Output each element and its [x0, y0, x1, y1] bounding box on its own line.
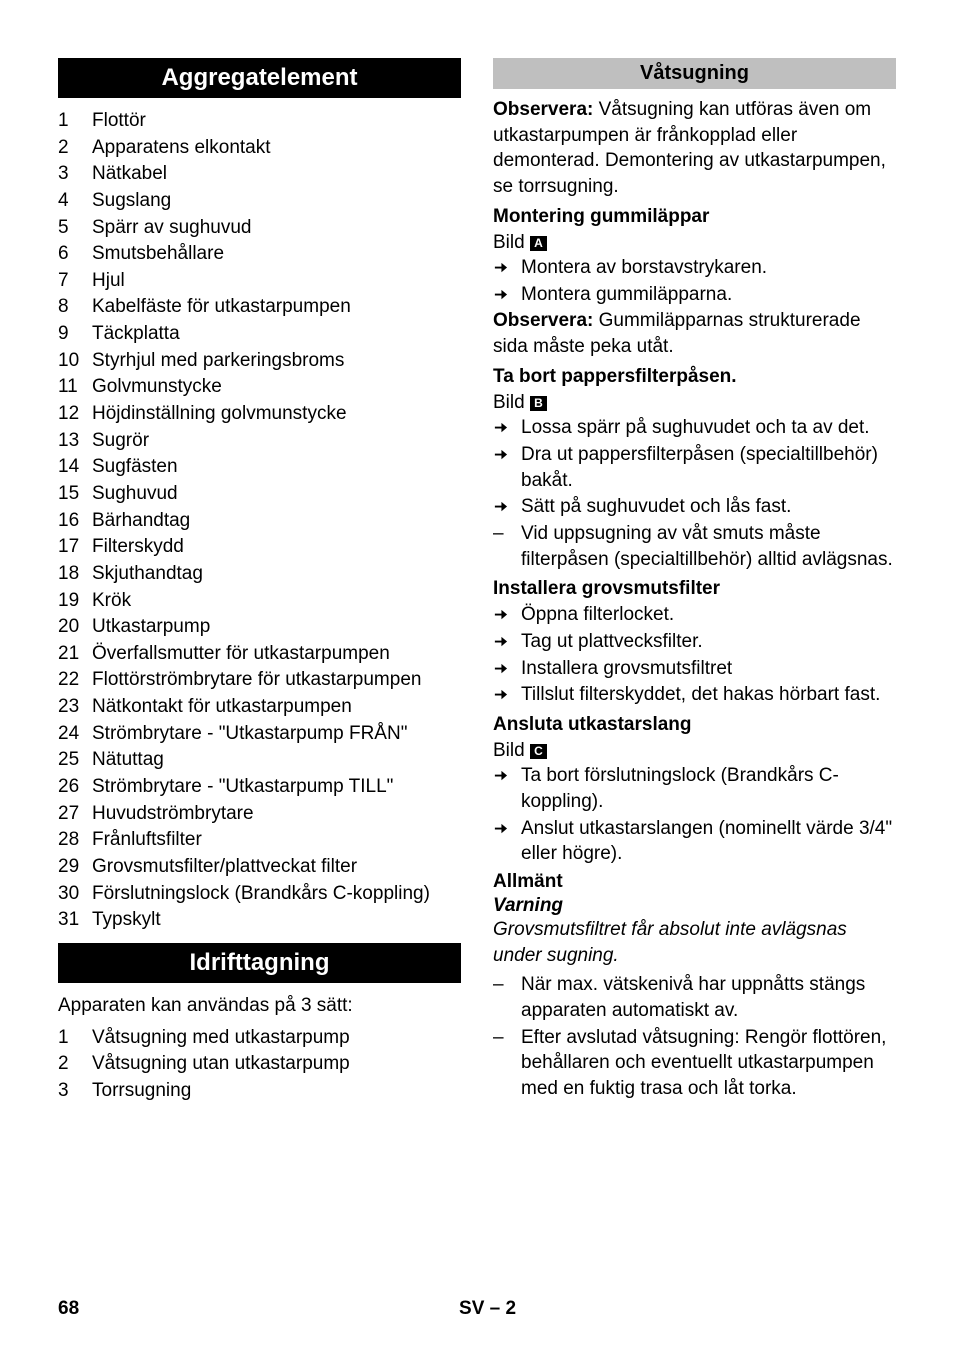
list-item: 3Torrsugning [58, 1078, 461, 1104]
observe-2: Observera: Gummiläpparnas strukturerade … [493, 308, 896, 359]
heading-install: Installera grovsmutsfilter [493, 578, 896, 600]
list-item: 21Överfallsmutter för utkastarpumpen [58, 641, 461, 667]
list-item: 1Flottör [58, 108, 461, 134]
arrow-icon [493, 629, 521, 655]
list-item: 31Typskylt [58, 907, 461, 933]
letter-a-icon: A [530, 236, 547, 251]
list-item: 18Skjuthandtag [58, 561, 461, 587]
section-header-idrifttagning: Idrifttagning [58, 943, 461, 983]
list-item: Öppna filterlocket. [493, 602, 896, 628]
list-item: 23Nätkontakt för utkastarpumpen [58, 694, 461, 720]
list-item: 20Utkastarpump [58, 614, 461, 640]
list-item: 11Golvmunstycke [58, 374, 461, 400]
list-item: 16Bärhandtag [58, 508, 461, 534]
install-steps: Öppna filterlocket. Tag ut plattvecksfil… [493, 602, 896, 708]
list-item: Lossa spärr på sughuvudet och ta av det. [493, 415, 896, 441]
observe-label: Observera: [493, 99, 593, 120]
heading-ansluta: Ansluta utkastarslang [493, 714, 896, 736]
list-item: 1Våtsugning med utkastarpump [58, 1025, 461, 1051]
page-footer: 68 SV – 2 [58, 1298, 896, 1320]
list-item: 5Spärr av sughuvud [58, 215, 461, 241]
letter-c-icon: C [530, 744, 547, 759]
ansluta-steps: Ta bort förslutningslock (Brandkårs C-ko… [493, 763, 896, 867]
list-item: 29Grovsmutsfilter/plattveckat filter [58, 854, 461, 880]
list-item: 2Våtsugning utan utkastarpump [58, 1051, 461, 1077]
arrow-icon [493, 415, 521, 441]
content-columns: Aggregatelement 1Flottör 2Apparatens elk… [58, 58, 896, 1104]
list-item: 27Huvudströmbrytare [58, 801, 461, 827]
list-item: Tag ut plattvecksfilter. [493, 629, 896, 655]
footer-center: SV – 2 [79, 1298, 896, 1320]
list-item: 25Nätuttag [58, 747, 461, 773]
list-item: 4Sugslang [58, 188, 461, 214]
list-item: 22Flottörströmbrytare för utkastarpumpen [58, 667, 461, 693]
list-item: 6Smutsbehållare [58, 241, 461, 267]
list-item: 28Frånluftsfilter [58, 827, 461, 853]
list-item: 14Sugfästen [58, 454, 461, 480]
parts-list: 1Flottör 2Apparatens elkontakt 3Nätkabel… [58, 108, 461, 933]
arrow-icon [493, 494, 521, 520]
list-item: 13Sugrör [58, 428, 461, 454]
tabort-steps: Lossa spärr på sughuvudet och ta av det.… [493, 415, 896, 520]
arrow-icon [493, 442, 521, 493]
heading-tabort: Ta bort pappersfilterpåsen. [493, 366, 896, 388]
arrow-icon [493, 816, 521, 867]
list-item: Montera gummiläpparna. [493, 282, 896, 308]
list-item: 15Sughuvud [58, 481, 461, 507]
allmant-notes: –När max. vätskenivå har uppnåtts stängs… [493, 972, 896, 1101]
arrow-icon [493, 682, 521, 708]
list-item: –När max. vätskenivå har uppnåtts stängs… [493, 972, 896, 1023]
dash-icon: – [493, 972, 521, 1023]
tabort-note: –Vid uppsugning av våt smuts måste filte… [493, 521, 896, 572]
varning-text: Grovsmutsfiltret får absolut inte avlägs… [493, 917, 896, 968]
list-item: 26Strömbrytare - "Utkastarpump TILL" [58, 774, 461, 800]
list-item: 3Nätkabel [58, 161, 461, 187]
arrow-icon [493, 282, 521, 308]
modes-list: 1Våtsugning med utkastarpump 2Våtsugning… [58, 1025, 461, 1104]
section-header-aggregatelement: Aggregatelement [58, 58, 461, 98]
bild-a-ref: Bild A [493, 230, 896, 256]
dash-icon: – [493, 521, 521, 572]
list-item: 30Förslutningslock (Brandkårs C-koppling… [58, 881, 461, 907]
bild-b-ref: Bild B [493, 390, 896, 416]
heading-allmant: Allmänt [493, 871, 896, 893]
arrow-icon [493, 255, 521, 281]
list-item: –Vid uppsugning av våt smuts måste filte… [493, 521, 896, 572]
list-item: 24Strömbrytare - "Utkastarpump FRÅN" [58, 721, 461, 747]
list-item: 2Apparatens elkontakt [58, 135, 461, 161]
dash-icon: – [493, 1025, 521, 1102]
observe-1: Observera: Våtsugning kan utföras även o… [493, 97, 896, 200]
list-item: 12Höjdinställning golvmunstycke [58, 401, 461, 427]
page-number: 68 [58, 1298, 79, 1320]
right-column: Våtsugning Observera: Våtsugning kan utf… [493, 58, 896, 1104]
bild-c-ref: Bild C [493, 738, 896, 764]
list-item: Anslut utkastarslangen (nominellt värde … [493, 816, 896, 867]
list-item: Ta bort förslutningslock (Brandkårs C-ko… [493, 763, 896, 814]
list-item: 7Hjul [58, 268, 461, 294]
list-item: Installera grovsmutsfiltret [493, 656, 896, 682]
varning-label: Varning [493, 895, 896, 917]
sub-header-vatsugning: Våtsugning [493, 58, 896, 89]
list-item: Sätt på sughuvudet och lås fast. [493, 494, 896, 520]
arrow-icon [493, 656, 521, 682]
list-item: Tillslut filterskyddet, det hakas hörbar… [493, 682, 896, 708]
arrow-icon [493, 763, 521, 814]
left-column: Aggregatelement 1Flottör 2Apparatens elk… [58, 58, 461, 1104]
list-item: –Efter avslutad våtsugning: Rengör flott… [493, 1025, 896, 1102]
list-item: 10Styrhjul med parkeringsbroms [58, 348, 461, 374]
mont-steps: Montera av borstavstrykaren. Montera gum… [493, 255, 896, 307]
list-item: 8Kabelfäste för utkastarpumpen [58, 294, 461, 320]
list-item: 17Filterskydd [58, 534, 461, 560]
arrow-icon [493, 602, 521, 628]
list-item: 9Täckplatta [58, 321, 461, 347]
list-item: Montera av borstavstrykaren. [493, 255, 896, 281]
intro-text: Apparaten kan användas på 3 sätt: [58, 993, 461, 1019]
list-item: Dra ut pappersfilterpåsen (specialtillbe… [493, 442, 896, 493]
list-item: 19Krök [58, 588, 461, 614]
heading-montering: Montering gummiläppar [493, 206, 896, 228]
observe-label: Observera: [493, 310, 593, 331]
letter-b-icon: B [530, 396, 547, 411]
